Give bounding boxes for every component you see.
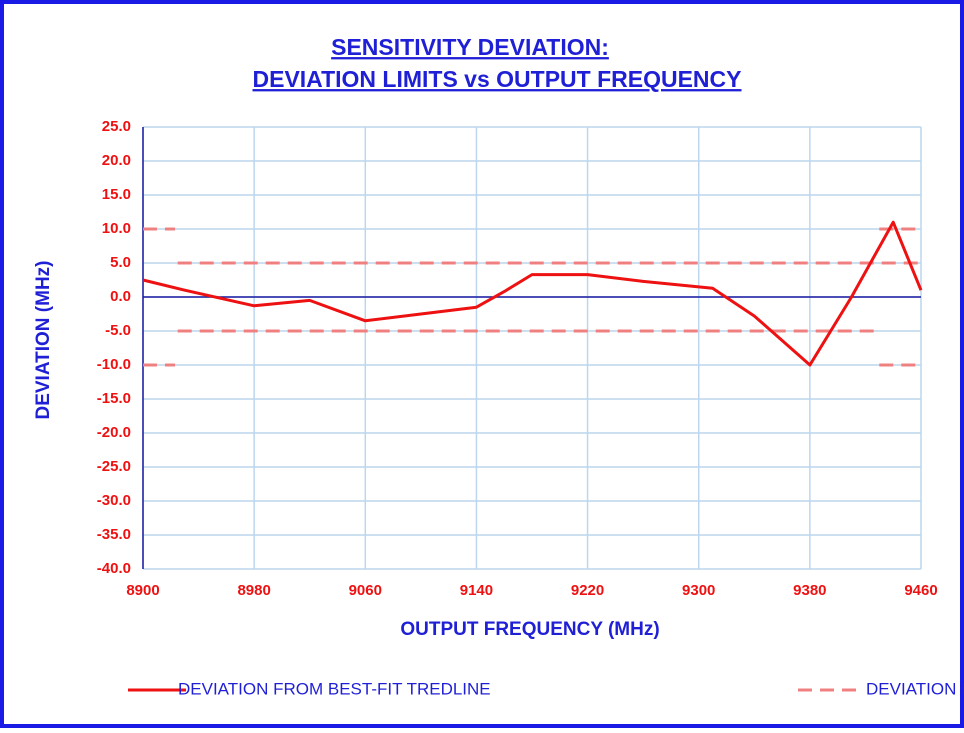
legend-label: DEVIATION FROM BEST-FIT TREDLINE: [178, 679, 491, 698]
y-tick-label: 5.0: [110, 254, 131, 271]
y-tick-label: 0.0: [110, 288, 131, 305]
x-tick-label: 9220: [571, 582, 604, 599]
y-tick-label: 15.0: [102, 186, 131, 203]
x-tick-label: 9380: [793, 582, 826, 599]
x-tick-label: 9300: [682, 582, 715, 599]
chart-title: SENSITIVITY DEVIATION:: [331, 34, 609, 60]
x-tick-label: 8980: [237, 582, 270, 599]
y-tick-label: -15.0: [97, 390, 131, 407]
y-tick-label: -5.0: [105, 322, 131, 339]
y-tick-label: -10.0: [97, 356, 131, 373]
data-line: [142, 220, 923, 367]
x-tick-label: 9460: [904, 582, 937, 599]
y-tick-label: 25.0: [102, 118, 131, 135]
x-tick-label: 9140: [460, 582, 493, 599]
y-tick-label: 10.0: [102, 220, 131, 237]
x-tick-label: 9060: [349, 582, 382, 599]
chart-title: DEVIATION LIMITS vs OUTPUT FREQUENCY: [253, 66, 742, 92]
x-axis-title: OUTPUT FREQUENCY (MHz): [400, 619, 659, 640]
y-tick-label: 20.0: [102, 152, 131, 169]
legend-label: DEVIATION LIMITS: [866, 679, 964, 698]
y-tick-label: -25.0: [97, 458, 131, 475]
y-tick-label: -20.0: [97, 424, 131, 441]
y-axis-title: DEVIATION (MHz): [33, 260, 54, 419]
y-tick-label: -30.0: [97, 492, 131, 509]
y-tick-label: -35.0: [97, 526, 131, 543]
y-tick-label: -40.0: [97, 560, 131, 577]
x-tick-label: 8900: [126, 582, 159, 599]
